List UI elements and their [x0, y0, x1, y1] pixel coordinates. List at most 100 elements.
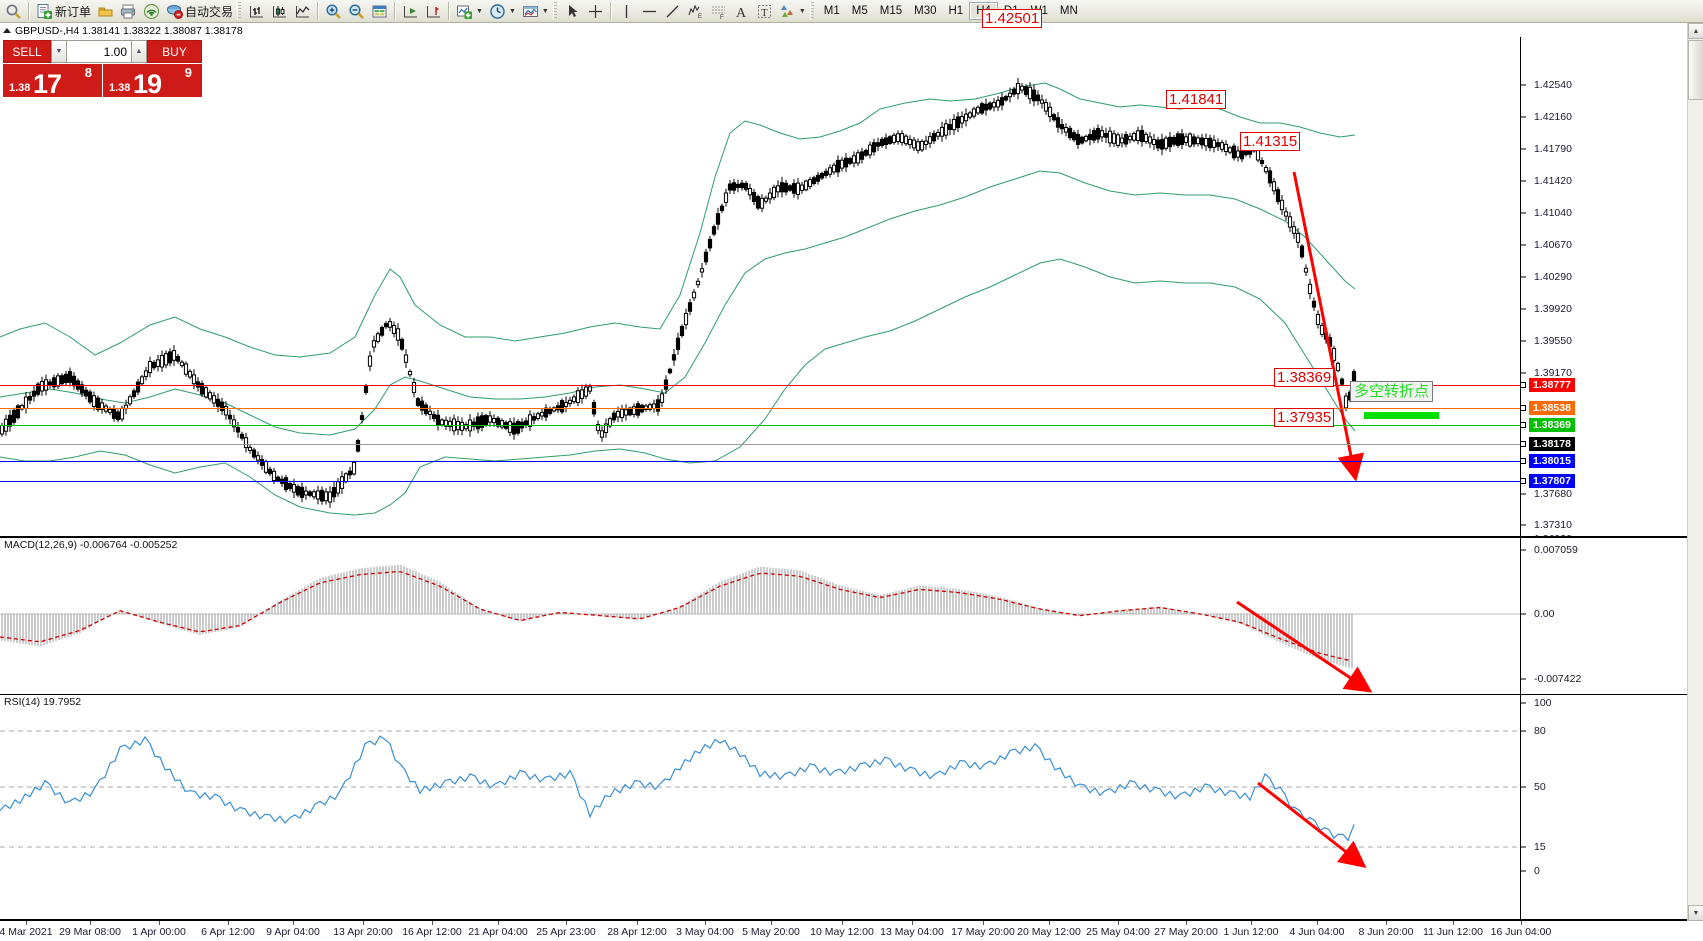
price-chip-support-blue-2[interactable]: 1.37807	[1529, 474, 1575, 488]
toolbar-grip-3[interactable]	[809, 2, 814, 20]
time-axis-tick	[26, 921, 27, 925]
scrollbar-thumb[interactable]	[1688, 40, 1703, 100]
toolbar-grip-2[interactable]	[552, 2, 557, 20]
chevron-down-icon[interactable]: ▼	[476, 7, 483, 15]
price-axis[interactable]: 1.42540 1.42160 1.41790 1.41420 1.41040 1.406…	[1520, 37, 1703, 568]
tab-timeframe-h1[interactable]: H1	[948, 5, 964, 17]
level-handle-current-bid[interactable]	[1520, 441, 1526, 447]
price-chip-support-blue-1[interactable]: 1.38015	[1529, 454, 1575, 468]
tab-timeframe-mn[interactable]: MN	[1059, 5, 1078, 17]
price-chip-pivot-green[interactable]: 1.38369	[1529, 418, 1575, 432]
rsi-chart	[0, 730, 1520, 848]
new-order-button[interactable]: 新订单	[33, 1, 94, 22]
bar-chart-button[interactable]	[245, 1, 268, 22]
tab-timeframe-m5[interactable]: M5	[851, 5, 868, 17]
macd-trend-arrow[interactable]	[0, 538, 1520, 694]
sell-price-sup: 8	[84, 65, 92, 80]
level-line-support-blue-1[interactable]	[0, 461, 1520, 462]
cursor-button[interactable]	[561, 1, 584, 22]
zoom-out-button[interactable]	[345, 1, 368, 22]
tab-timeframe-m1[interactable]: M1	[823, 5, 840, 17]
period-clock-icon	[489, 3, 506, 20]
trendline-button[interactable]	[661, 1, 684, 22]
price-chip-resistance-red[interactable]: 1.38777	[1529, 378, 1575, 392]
connection-button[interactable]	[140, 1, 163, 22]
level-handle-pivot-green[interactable]	[1520, 422, 1526, 428]
period-button[interactable]: ▼	[486, 1, 519, 22]
level-handle-support-blue-1[interactable]	[1520, 458, 1526, 464]
rsi-axis-tick	[1521, 786, 1526, 788]
vertical-scrollbar[interactable]: ▲ ▼	[1687, 23, 1703, 921]
time-axis-label: 17 May 20:00	[951, 926, 1015, 938]
time-axis-tick	[1521, 921, 1522, 925]
level-handle-resistance-orange[interactable]	[1520, 405, 1526, 411]
toolbar-grip[interactable]	[237, 2, 242, 20]
level-handle-resistance-red[interactable]	[1520, 382, 1526, 388]
macd-plot[interactable]	[0, 538, 1520, 694]
price-chip-resistance-orange[interactable]: 1.38538	[1529, 401, 1575, 415]
buy-button[interactable]: BUY	[147, 40, 202, 63]
time-axis[interactable]: 4 Mar 2021 29 Mar 08:00 1 Apr 00:00 6 Apr 1…	[0, 920, 1703, 941]
chinese-annotation[interactable]: 多空转折点	[1350, 381, 1434, 402]
level-line-pivot-green[interactable]	[0, 425, 1520, 426]
chevron-down-icon-4[interactable]: ▼	[798, 7, 806, 15]
rsi-axis[interactable]: 100 80 50 15 0	[1520, 695, 1703, 919]
shapes-button[interactable]: ▼	[776, 1, 809, 22]
time-axis-tick	[983, 921, 984, 925]
level-line-support-blue-2[interactable]	[0, 481, 1520, 482]
folder-icon	[97, 3, 114, 20]
level-line-current-bid[interactable]	[0, 444, 1520, 445]
vertical-line-button[interactable]	[615, 1, 638, 22]
scroll-down-button[interactable]: ▼	[1688, 905, 1703, 921]
lot-decrease-button[interactable]: ▼	[51, 40, 67, 63]
annotation-high-2[interactable]: 1.41841	[1166, 90, 1227, 109]
templates-button[interactable]: ▼	[519, 1, 552, 22]
fibonacci-button[interactable]: F	[707, 1, 730, 22]
lot-increase-button[interactable]: ▲	[131, 40, 147, 63]
price-plot[interactable]	[0, 37, 1520, 536]
trend-arrow-down[interactable]	[0, 37, 1520, 536]
level-line-resistance-red[interactable]	[0, 385, 1520, 386]
print-button[interactable]	[117, 1, 140, 22]
rsi-trend-arrow[interactable]	[0, 695, 1520, 919]
zoom-in-button[interactable]	[322, 1, 345, 22]
sell-button[interactable]: SELL	[3, 40, 51, 63]
collapse-triangle-icon[interactable]	[3, 28, 11, 33]
level-line-resistance-orange[interactable]	[0, 408, 1520, 409]
line-chart-button[interactable]	[291, 1, 314, 22]
sell-price-cell[interactable]: 1.38 17 8	[3, 64, 102, 99]
wifi-icon	[143, 3, 160, 20]
add-indicator-button[interactable]: ▼	[453, 1, 486, 22]
tab-timeframe-m30[interactable]: M30	[914, 5, 937, 17]
shift-chart-button[interactable]	[399, 1, 422, 22]
zoom-out-icon	[348, 3, 365, 20]
lot-size-input[interactable]: 1.00	[67, 40, 131, 63]
annotation-pivot[interactable]: 1.38369	[1274, 368, 1335, 387]
rsi-plot[interactable]	[0, 695, 1520, 919]
folder-button[interactable]	[94, 1, 117, 22]
data-window-button[interactable]	[368, 1, 391, 22]
price-chip-current-bid[interactable]: 1.38178	[1529, 437, 1575, 451]
annotation-high-1[interactable]: 1.42501	[982, 9, 1043, 28]
chevron-down-icon-3[interactable]: ▼	[541, 7, 549, 15]
scroll-up-button[interactable]: ▲	[1688, 23, 1703, 39]
buy-price-cell[interactable]: 1.38 19 9	[103, 64, 202, 99]
annotation-high-3[interactable]: 1.41315	[1240, 132, 1301, 151]
elliott-wave-button[interactable]: E	[684, 1, 707, 22]
autotrading-button[interactable]: 自动交易	[163, 1, 236, 22]
level-handle-support-blue-2[interactable]	[1520, 478, 1526, 484]
lot-size-stepper[interactable]: ▼ 1.00 ▲	[51, 40, 147, 63]
text-label-button[interactable]: T	[753, 1, 776, 22]
macd-axis[interactable]: 0.007059 0.00 -0.007422	[1520, 538, 1703, 694]
pivot-highlight-bar	[1364, 412, 1439, 419]
candlestick-chart-button[interactable]	[268, 1, 291, 22]
annotation-support[interactable]: 1.37935	[1274, 408, 1335, 427]
text-button[interactable]: A	[730, 1, 753, 22]
auto-scroll-button[interactable]	[422, 1, 445, 22]
tab-timeframe-m15[interactable]: M15	[879, 5, 903, 17]
chevron-down-icon-2[interactable]: ▼	[508, 7, 516, 15]
search-icon-button[interactable]	[2, 1, 25, 22]
new-order-icon	[36, 3, 53, 20]
horizontal-line-button[interactable]	[638, 1, 661, 22]
crosshair-button[interactable]	[584, 1, 607, 22]
